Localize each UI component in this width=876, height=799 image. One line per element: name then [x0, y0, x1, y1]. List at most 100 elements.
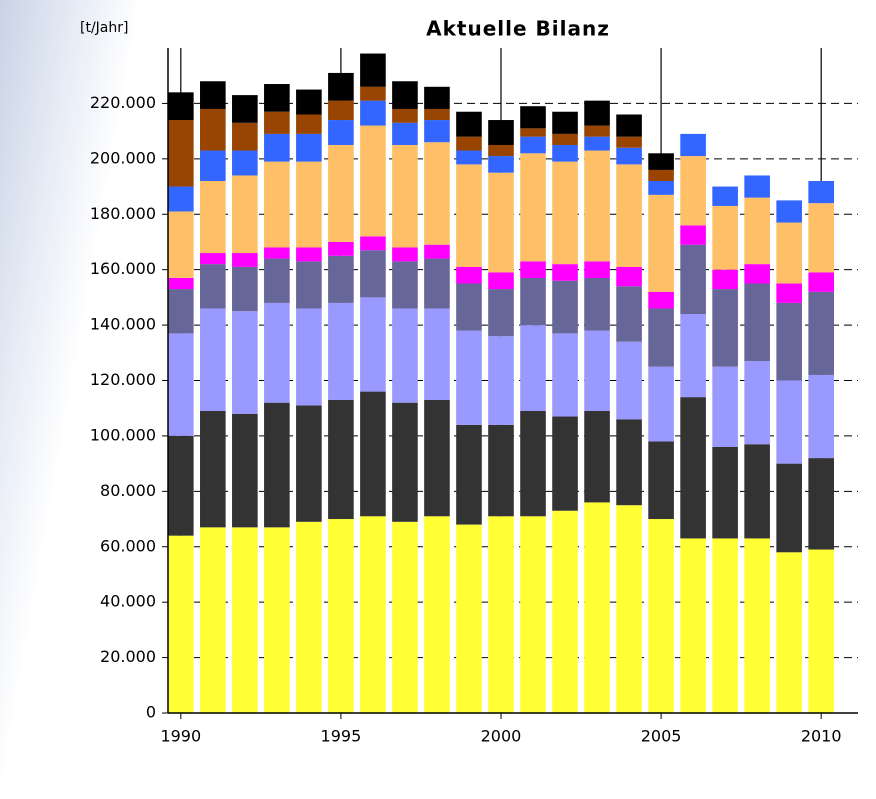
- bar-segment: [488, 424, 514, 517]
- bar-segment: [200, 264, 226, 309]
- y-tick-label: 200.000: [90, 148, 156, 167]
- bar-segment: [584, 150, 610, 262]
- bar-segment: [168, 535, 194, 713]
- bar-segment: [392, 261, 418, 309]
- bar-segment: [680, 314, 706, 398]
- bar-segment: [776, 552, 802, 713]
- bar-segment: [424, 244, 450, 259]
- bar-segment: [712, 366, 738, 447]
- y-tick-label: 220.000: [90, 93, 156, 112]
- bar-segment: [264, 111, 290, 134]
- axes: 0 20.000 40.000 60.000 80.000 100.000 120.000 1…: [90, 48, 858, 746]
- bar-segment: [328, 519, 354, 713]
- bar-segment: [168, 289, 194, 334]
- bar-segment: [168, 211, 194, 278]
- bar-segment: [168, 186, 194, 212]
- bar-segment: [424, 108, 450, 121]
- bar-segment: [616, 136, 642, 148]
- bar-segment: [584, 277, 610, 331]
- bar-segment: [776, 463, 802, 553]
- bar-segment: [488, 272, 514, 290]
- bar-segment: [360, 250, 386, 298]
- bar-segment: [520, 106, 546, 129]
- bar-segment: [552, 416, 578, 511]
- y-tick-label: 100.000: [90, 425, 156, 444]
- bar-segment: [360, 236, 386, 251]
- bar-segment: [168, 435, 194, 536]
- bar-segment: [328, 399, 354, 520]
- bar-segment: [808, 374, 834, 459]
- x-tick-label: 2000: [481, 727, 522, 746]
- bar-segment: [328, 72, 354, 101]
- bar-segment: [424, 120, 450, 143]
- bar-segment: [616, 147, 642, 165]
- bar-segment: [520, 325, 546, 411]
- bar-segment: [584, 100, 610, 126]
- bar-segment: [456, 266, 482, 284]
- bar-segment: [264, 402, 290, 528]
- bar-segment: [328, 255, 354, 303]
- y-tick-label: 0: [146, 703, 156, 722]
- bar-segment: [744, 197, 770, 265]
- bar-segment: [456, 524, 482, 713]
- bar-segment: [232, 311, 258, 414]
- bar-segment: [776, 222, 802, 284]
- bar-segment: [424, 399, 450, 517]
- bar-segment: [712, 269, 738, 290]
- bar-segment: [488, 336, 514, 425]
- x-tick-label: 2005: [641, 727, 682, 746]
- bar-segment: [520, 128, 546, 137]
- bar-segment: [552, 111, 578, 134]
- bar-segment: [616, 341, 642, 420]
- bar-segment: [616, 114, 642, 137]
- bar-segment: [296, 133, 322, 162]
- bar-segment: [680, 538, 706, 713]
- bar-segment: [808, 181, 834, 204]
- bar-segment: [712, 289, 738, 367]
- bar-segment: [776, 380, 802, 464]
- bar-segment: [200, 108, 226, 151]
- bar-segment: [360, 125, 386, 237]
- bar-segment: [584, 261, 610, 278]
- bar-segment: [744, 283, 770, 362]
- bar-segment: [552, 510, 578, 713]
- bar-segment: [552, 133, 578, 145]
- y-tick-label: 20.000: [100, 647, 156, 666]
- bar-segment: [808, 291, 834, 375]
- bar-segment: [808, 458, 834, 550]
- bar-segment: [200, 81, 226, 109]
- bar-segment: [616, 266, 642, 287]
- bar-segment: [328, 120, 354, 145]
- bar-segment: [808, 272, 834, 292]
- bar-segment: [200, 150, 226, 181]
- bar-segment: [392, 308, 418, 403]
- bar-segment: [232, 527, 258, 713]
- bar-segment: [584, 125, 610, 137]
- bar-segment: [424, 516, 450, 713]
- bar-segment: [520, 516, 546, 713]
- bar-segment: [616, 164, 642, 267]
- bar-segment: [488, 144, 514, 157]
- bar-segment: [712, 186, 738, 206]
- x-tick-label: 1995: [321, 727, 362, 746]
- y-tick-label: 160.000: [90, 259, 156, 278]
- bar-segment: [328, 241, 354, 256]
- bar-segment: [776, 283, 802, 303]
- bar-segment: [360, 516, 386, 713]
- bar-segment: [648, 169, 674, 181]
- bar-segment: [264, 258, 290, 303]
- bar-segment: [648, 519, 674, 713]
- bar-segment: [360, 53, 386, 87]
- x-tick-label: 1990: [160, 727, 201, 746]
- bar-segment: [456, 150, 482, 165]
- bar-segment: [744, 264, 770, 284]
- bar-segment: [712, 538, 738, 713]
- bar-segment: [328, 144, 354, 242]
- bar-segment: [552, 144, 578, 162]
- bar-segment: [552, 161, 578, 265]
- bar-segment: [392, 122, 418, 145]
- bar-segment: [392, 521, 418, 713]
- y-tick-label: 120.000: [90, 370, 156, 389]
